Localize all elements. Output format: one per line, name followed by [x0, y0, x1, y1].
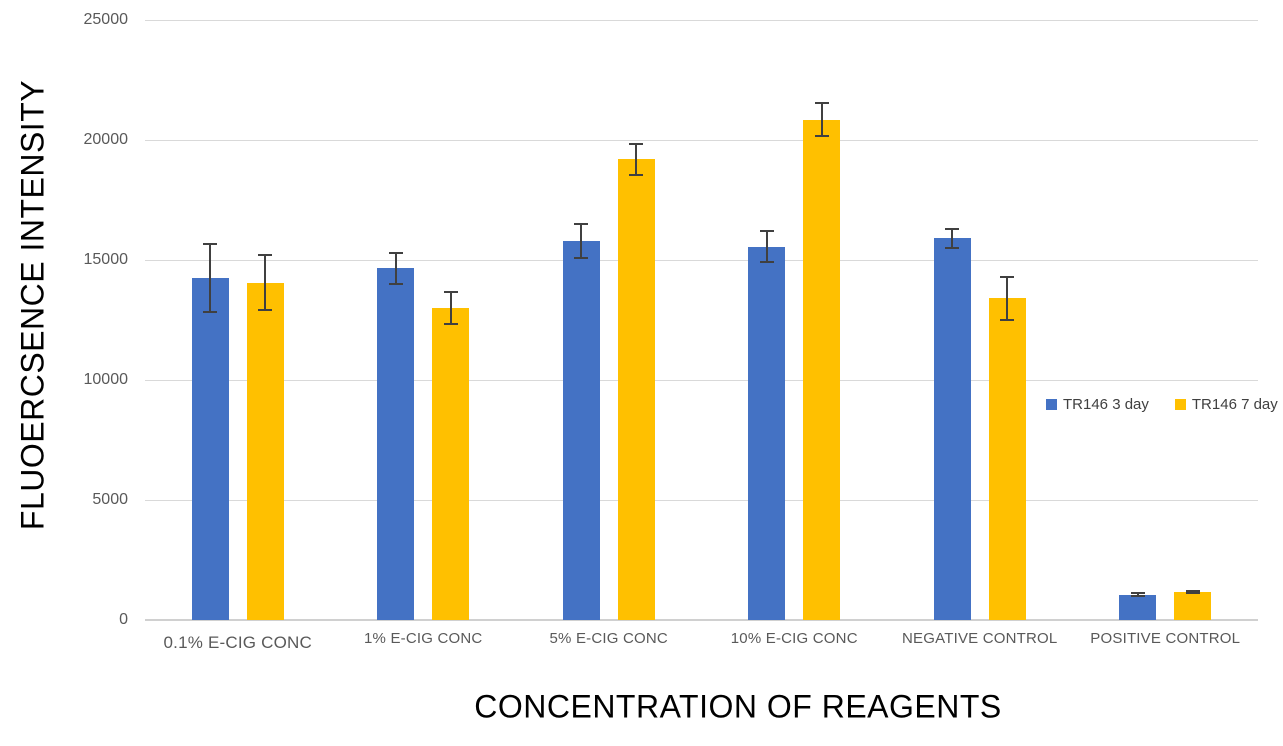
- y-tick-label: 20000: [83, 131, 129, 148]
- error-bar-cap: [258, 254, 273, 257]
- bar-tr146-3-day-1-e-cig-conc: [377, 268, 415, 620]
- error-bar-cap: [1000, 275, 1015, 278]
- error-bar-line: [1006, 276, 1009, 320]
- gridline: [145, 20, 1258, 21]
- bar-tr146-7-day-positive-control: [1174, 591, 1212, 620]
- bar-tr146-3-day-negative-control: [933, 238, 971, 620]
- error-bar-cap: [388, 283, 403, 285]
- error-bar-cap: [814, 102, 829, 105]
- y-tick-label: 5000: [92, 491, 128, 508]
- error-bar-cap: [1185, 589, 1200, 592]
- bar-tr146-7-day-1-e-cig-conc: [432, 308, 470, 620]
- legend-swatch-icon: [1174, 399, 1186, 410]
- bar-tr146-3-day-5-e-cig-conc: [562, 240, 600, 620]
- x-axis-line: [145, 619, 1258, 621]
- error-bar-cap: [1185, 592, 1200, 595]
- plot-area: [145, 20, 1258, 621]
- error-bar-line: [765, 231, 768, 263]
- error-bar-line: [264, 255, 267, 311]
- legend-label: TR146 7 day: [1191, 396, 1278, 413]
- legend-swatch-icon: [1046, 399, 1057, 410]
- gridline: [145, 500, 1258, 501]
- error-bar-line: [1191, 590, 1194, 594]
- error-bar-cap: [388, 251, 403, 254]
- bar-tr146-3-day-positive-control: [1119, 594, 1157, 620]
- error-bar-cap: [258, 309, 273, 312]
- legend: TR146 3 day TR146 7 day: [1046, 396, 1278, 413]
- category-label-0-1-e-cig-conc: 0.1% E-CIG CONC: [163, 633, 312, 652]
- error-bar-cap: [574, 256, 589, 259]
- legend-entry-tr146-7-day: TR146 7 day: [1174, 396, 1278, 413]
- error-bar-line: [209, 244, 212, 312]
- category-label-10-e-cig-conc: 10% E-CIG CONC: [730, 630, 858, 647]
- error-bar-line: [1136, 593, 1139, 597]
- error-bar-line: [449, 292, 452, 324]
- category-label-positive-control: POSITIVE CONTROL: [1090, 630, 1241, 647]
- error-bar-cap: [1130, 592, 1145, 595]
- legend-entry-tr146-3-day: TR146 3 day: [1046, 396, 1149, 413]
- error-bar-cap: [945, 227, 960, 230]
- error-bar-cap: [629, 173, 644, 176]
- error-bar-cap: [629, 142, 644, 145]
- y-tick-label: 0: [119, 611, 128, 628]
- error-bar-cap: [814, 134, 829, 137]
- x-axis-title: CONCENTRATION OF REAGENTS: [474, 688, 1002, 725]
- error-bar-cap: [759, 230, 774, 233]
- gridline: [145, 380, 1258, 381]
- y-axis-title: FLUOERCSENCE INTENSITY: [14, 79, 51, 531]
- error-bar-line: [394, 252, 397, 284]
- bar-tr146-7-day-0-1-e-cig-conc: [246, 282, 284, 620]
- error-bar-cap: [443, 322, 458, 325]
- category-label-5-e-cig-conc: 5% E-CIG CONC: [549, 630, 668, 647]
- bar-tr146-7-day-5-e-cig-conc: [617, 159, 655, 620]
- bar-tr146-3-day-10-e-cig-conc: [748, 246, 786, 620]
- bar-tr146-7-day-negative-control: [988, 298, 1026, 620]
- y-tick-label: 10000: [83, 371, 129, 388]
- error-bar-cap: [1000, 319, 1015, 321]
- category-label-1-e-cig-conc: 1% E-CIG CONC: [364, 630, 483, 647]
- category-label-negative-control: NEGATIVE CONTROL: [902, 630, 1058, 647]
- error-bar-line: [635, 143, 638, 175]
- gridline: [145, 140, 1258, 141]
- error-bar-cap: [759, 261, 774, 264]
- error-bar-line: [951, 228, 954, 248]
- legend-label: TR146 3 day: [1063, 396, 1149, 413]
- error-bar-cap: [203, 310, 218, 313]
- y-tick-label: 25000: [83, 11, 129, 28]
- bar-tr146-7-day-10-e-cig-conc: [803, 119, 841, 620]
- y-tick-label: 15000: [83, 251, 129, 268]
- error-bar-cap: [1130, 595, 1145, 598]
- error-bar-line: [820, 103, 823, 136]
- bar-tr146-3-day-0-1-e-cig-conc: [191, 278, 229, 620]
- error-bar-cap: [203, 243, 218, 246]
- error-bar-cap: [443, 291, 458, 294]
- error-bar-cap: [574, 223, 589, 225]
- gridline: [145, 260, 1258, 261]
- error-bar-cap: [945, 247, 960, 249]
- error-bar-line: [580, 224, 583, 258]
